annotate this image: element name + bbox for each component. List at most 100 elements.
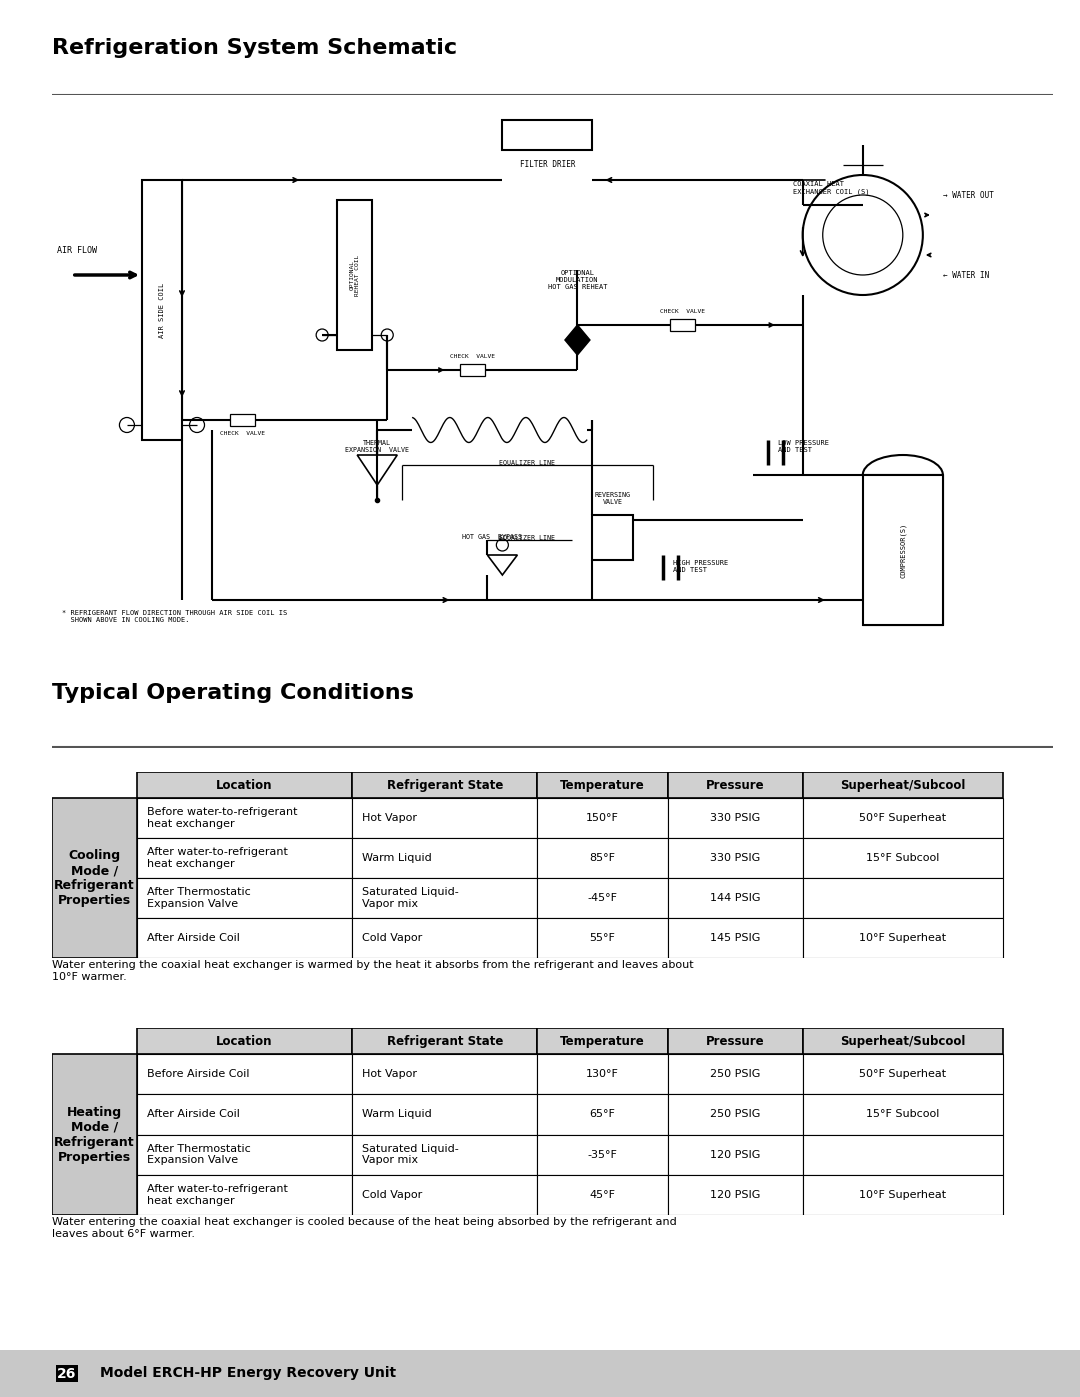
FancyBboxPatch shape xyxy=(538,1175,667,1215)
Text: 330 PSIG: 330 PSIG xyxy=(710,854,760,863)
Text: 50°F Superheat: 50°F Superheat xyxy=(860,813,946,823)
Text: After Airside Coil: After Airside Coil xyxy=(147,933,240,943)
Text: 65°F: 65°F xyxy=(590,1109,616,1119)
Text: -45°F: -45°F xyxy=(588,893,618,902)
FancyBboxPatch shape xyxy=(667,1094,802,1134)
FancyBboxPatch shape xyxy=(802,1028,1003,1055)
Text: Water entering the coaxial heat exchanger is warmed by the heat it absorbs from : Water entering the coaxial heat exchange… xyxy=(52,960,693,982)
Text: 120 PSIG: 120 PSIG xyxy=(710,1150,760,1160)
Text: Model ERCH-HP Energy Recovery Unit: Model ERCH-HP Energy Recovery Unit xyxy=(100,1366,396,1380)
FancyBboxPatch shape xyxy=(802,1094,1003,1134)
Text: Water entering the coaxial heat exchanger is cooled because of the heat being ab: Water entering the coaxial heat exchange… xyxy=(52,1217,676,1239)
FancyBboxPatch shape xyxy=(0,1350,1080,1397)
FancyBboxPatch shape xyxy=(538,918,667,958)
Text: Refrigerant State: Refrigerant State xyxy=(387,778,503,792)
Text: Pressure: Pressure xyxy=(706,1035,765,1048)
FancyBboxPatch shape xyxy=(667,798,802,838)
FancyBboxPatch shape xyxy=(352,1055,538,1094)
Text: Pressure: Pressure xyxy=(706,778,765,792)
Text: FILTER DRIER: FILTER DRIER xyxy=(519,161,576,169)
FancyBboxPatch shape xyxy=(667,1055,802,1094)
FancyBboxPatch shape xyxy=(137,1028,352,1055)
Text: After Airside Coil: After Airside Coil xyxy=(147,1109,240,1119)
FancyBboxPatch shape xyxy=(667,918,802,958)
Text: OPTIONAL
REHEAT COIL: OPTIONAL REHEAT COIL xyxy=(349,254,360,296)
FancyBboxPatch shape xyxy=(337,200,373,351)
Text: Saturated Liquid-
Vapor mix: Saturated Liquid- Vapor mix xyxy=(362,887,459,909)
FancyBboxPatch shape xyxy=(802,1055,1003,1094)
FancyBboxPatch shape xyxy=(137,1055,352,1094)
Text: Cold Vapor: Cold Vapor xyxy=(362,933,422,943)
FancyBboxPatch shape xyxy=(802,838,1003,879)
FancyBboxPatch shape xyxy=(538,1028,667,1055)
Text: 85°F: 85°F xyxy=(590,854,616,863)
Text: Superheat/Subcool: Superheat/Subcool xyxy=(840,1035,966,1048)
Text: 26: 26 xyxy=(57,1366,77,1380)
Text: 145 PSIG: 145 PSIG xyxy=(710,933,760,943)
FancyBboxPatch shape xyxy=(352,1028,538,1055)
FancyBboxPatch shape xyxy=(502,120,593,149)
Polygon shape xyxy=(565,326,590,355)
Text: CHECK  VALVE: CHECK VALVE xyxy=(660,309,705,314)
FancyBboxPatch shape xyxy=(460,363,485,376)
FancyBboxPatch shape xyxy=(538,798,667,838)
Text: OPTIONAL
MODULATION
HOT GAS REHEAT: OPTIONAL MODULATION HOT GAS REHEAT xyxy=(548,270,607,291)
FancyBboxPatch shape xyxy=(538,1055,667,1094)
Text: 55°F: 55°F xyxy=(590,933,616,943)
Text: After Thermostatic
Expansion Valve: After Thermostatic Expansion Valve xyxy=(147,887,251,909)
FancyBboxPatch shape xyxy=(137,879,352,918)
FancyBboxPatch shape xyxy=(352,1134,538,1175)
FancyBboxPatch shape xyxy=(352,1175,538,1215)
FancyBboxPatch shape xyxy=(667,879,802,918)
FancyBboxPatch shape xyxy=(141,180,183,440)
Text: HOT GAS  BYPASS: HOT GAS BYPASS xyxy=(462,534,523,541)
Text: Refrigeration System Schematic: Refrigeration System Schematic xyxy=(52,38,457,59)
Text: Refrigerant State: Refrigerant State xyxy=(387,1035,503,1048)
FancyBboxPatch shape xyxy=(802,1134,1003,1175)
Text: After water-to-refrigerant
heat exchanger: After water-to-refrigerant heat exchange… xyxy=(147,847,288,869)
Text: -35°F: -35°F xyxy=(588,1150,618,1160)
FancyBboxPatch shape xyxy=(802,798,1003,838)
Text: 250 PSIG: 250 PSIG xyxy=(710,1109,760,1119)
FancyBboxPatch shape xyxy=(352,879,538,918)
Text: CHECK  VALVE: CHECK VALVE xyxy=(219,432,265,436)
Text: EQUALIZER LINE: EQUALIZER LINE xyxy=(499,534,555,541)
Text: THERMAL
EXPANSION  VALVE: THERMAL EXPANSION VALVE xyxy=(346,440,409,453)
FancyBboxPatch shape xyxy=(137,1094,352,1134)
Text: Before Airside Coil: Before Airside Coil xyxy=(147,1069,249,1080)
Text: Cooling
Mode /
Refrigerant
Properties: Cooling Mode / Refrigerant Properties xyxy=(54,849,135,907)
Text: After water-to-refrigerant
heat exchanger: After water-to-refrigerant heat exchange… xyxy=(147,1185,288,1206)
Text: Heating
Mode /
Refrigerant
Properties: Heating Mode / Refrigerant Properties xyxy=(54,1105,135,1164)
FancyBboxPatch shape xyxy=(538,879,667,918)
Text: Hot Vapor: Hot Vapor xyxy=(362,1069,417,1080)
Text: 45°F: 45°F xyxy=(590,1190,616,1200)
FancyBboxPatch shape xyxy=(802,879,1003,918)
Text: 50°F Superheat: 50°F Superheat xyxy=(860,1069,946,1080)
FancyBboxPatch shape xyxy=(352,918,538,958)
Text: AIR FLOW: AIR FLOW xyxy=(57,246,97,256)
FancyBboxPatch shape xyxy=(670,319,696,331)
FancyBboxPatch shape xyxy=(667,773,802,798)
Text: 250 PSIG: 250 PSIG xyxy=(710,1069,760,1080)
FancyBboxPatch shape xyxy=(538,838,667,879)
Text: LOW PRESSURE
AND TEST: LOW PRESSURE AND TEST xyxy=(778,440,828,453)
FancyBboxPatch shape xyxy=(137,918,352,958)
Text: CHECK  VALVE: CHECK VALVE xyxy=(450,353,495,359)
FancyBboxPatch shape xyxy=(352,798,538,838)
Text: Cold Vapor: Cold Vapor xyxy=(362,1190,422,1200)
Text: After Thermostatic
Expansion Valve: After Thermostatic Expansion Valve xyxy=(147,1144,251,1165)
FancyBboxPatch shape xyxy=(230,414,255,426)
Text: Saturated Liquid-
Vapor mix: Saturated Liquid- Vapor mix xyxy=(362,1144,459,1165)
FancyBboxPatch shape xyxy=(538,1134,667,1175)
Text: 15°F Subcool: 15°F Subcool xyxy=(866,1109,940,1119)
Text: 144 PSIG: 144 PSIG xyxy=(710,893,760,902)
FancyBboxPatch shape xyxy=(52,1055,137,1215)
Text: COAXIAL HEAT
EXCHANGER COIL (S): COAXIAL HEAT EXCHANGER COIL (S) xyxy=(793,182,869,196)
FancyBboxPatch shape xyxy=(137,1175,352,1215)
FancyBboxPatch shape xyxy=(863,475,943,624)
Text: Temperature: Temperature xyxy=(561,778,645,792)
Text: * REFRIGERANT FLOW DIRECTION THROUGH AIR SIDE COIL IS
  SHOWN ABOVE IN COOLING M: * REFRIGERANT FLOW DIRECTION THROUGH AIR… xyxy=(62,610,287,623)
Text: AIR SIDE COIL: AIR SIDE COIL xyxy=(159,282,165,338)
Text: 130°F: 130°F xyxy=(586,1069,619,1080)
Text: Superheat/Subcool: Superheat/Subcool xyxy=(840,778,966,792)
